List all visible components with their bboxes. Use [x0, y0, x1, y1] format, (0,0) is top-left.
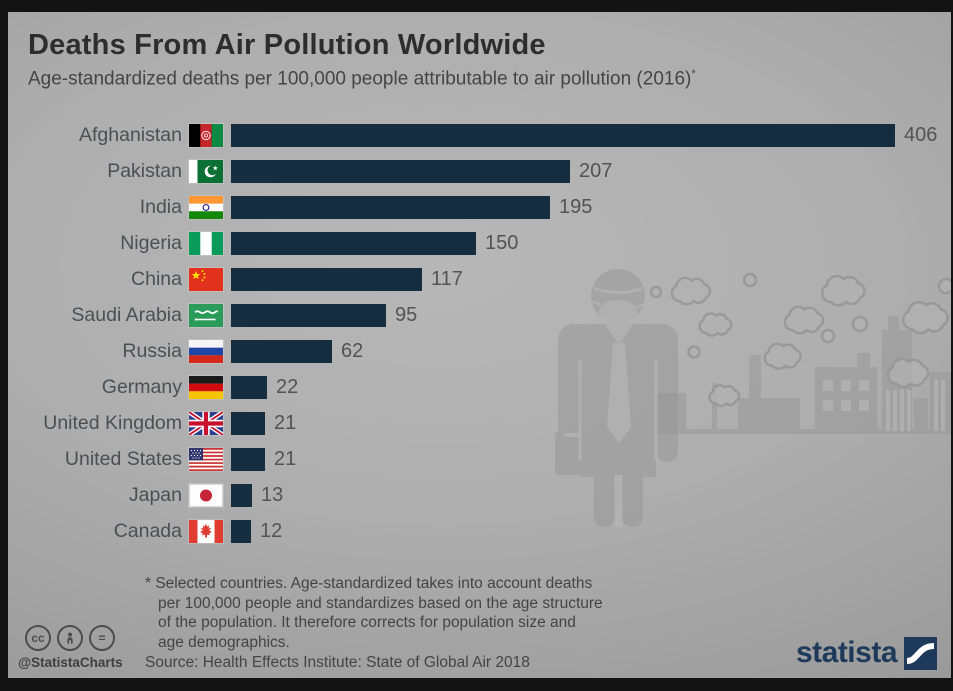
- bar: [231, 520, 251, 543]
- bar: [231, 412, 265, 435]
- footnote: * Selected countries. Age-standardized t…: [145, 574, 603, 652]
- bar-row: Saudi Arabia 95: [8, 304, 951, 327]
- bar: [231, 160, 570, 183]
- country-label: Russia: [122, 340, 182, 362]
- afghanistan-flag-icon: [189, 124, 223, 147]
- bar-row: India 195: [8, 196, 951, 219]
- bar-row: United States 21: [8, 448, 951, 471]
- bar: [231, 376, 267, 399]
- country-label: Pakistan: [107, 160, 182, 182]
- country-label: United Kingdom: [43, 412, 182, 434]
- bar-row: Germany 22: [8, 376, 951, 399]
- chart-title: Deaths From Air Pollution Worldwide: [28, 29, 546, 61]
- value-label: 22: [276, 376, 299, 398]
- value-label: 406: [904, 124, 938, 146]
- bar: [231, 232, 476, 255]
- country-label: Canada: [113, 520, 182, 542]
- canada-flag-icon: [189, 520, 223, 543]
- equals-icon: =: [89, 625, 115, 651]
- bar-row: Afghanistan 406: [8, 124, 951, 147]
- nigeria-flag-icon: [189, 232, 223, 255]
- saudi-arabia-flag-icon: [189, 304, 223, 327]
- bar-row: Canada 12: [8, 520, 951, 543]
- bar: [231, 124, 895, 147]
- bar-row: Japan 13: [8, 484, 951, 507]
- statista-charts-handle: @StatistaCharts: [18, 655, 123, 670]
- bar: [231, 304, 386, 327]
- country-label: Germany: [101, 376, 182, 398]
- value-label: 12: [260, 520, 283, 542]
- value-label: 207: [579, 160, 613, 182]
- value-label: 195: [559, 196, 593, 218]
- license-credits: cc = @StatistaCharts: [18, 625, 138, 670]
- china-flag-icon: [189, 268, 223, 291]
- bar-row: United Kingdom 21: [8, 412, 951, 435]
- value-label: 150: [485, 232, 519, 254]
- country-label: Afghanistan: [79, 124, 182, 146]
- value-label: 95: [395, 304, 418, 326]
- united-states-flag-icon: [189, 448, 223, 471]
- united-kingdom-flag-icon: [189, 412, 223, 435]
- bar-row: Pakistan 207: [8, 160, 951, 183]
- value-label: 62: [341, 340, 364, 362]
- country-label: Japan: [128, 484, 182, 506]
- india-flag-icon: [189, 196, 223, 219]
- bar: [231, 196, 550, 219]
- bar: [231, 484, 252, 507]
- value-label: 21: [274, 412, 297, 434]
- country-label: Saudi Arabia: [71, 304, 182, 326]
- footnote-line: per 100,000 people and standardizes base…: [158, 594, 603, 612]
- germany-flag-icon: [189, 376, 223, 399]
- footnote-line: age demographics.: [158, 633, 290, 651]
- cc-icon: cc: [25, 625, 51, 651]
- japan-flag-icon: [189, 484, 223, 507]
- bar-row: Russia 62: [8, 340, 951, 363]
- bar: [231, 340, 332, 363]
- country-label: China: [131, 268, 182, 290]
- pakistan-flag-icon: [189, 160, 223, 183]
- source-line: Source: Health Effects Institute: State …: [145, 654, 530, 671]
- footnote-line: * Selected countries. Age-standardized t…: [145, 575, 593, 592]
- statista-wordmark: statista: [795, 636, 898, 669]
- bar-row: China 117: [8, 268, 951, 291]
- attribution-person-icon: [57, 625, 83, 651]
- value-label: 13: [261, 484, 284, 506]
- footnote-marker: *: [691, 68, 696, 80]
- country-label: United States: [64, 448, 182, 470]
- bar-row: Nigeria 150: [8, 232, 951, 255]
- country-label: India: [139, 196, 182, 218]
- chart-subtitle: Age-standardized deaths per 100,000 peop…: [28, 68, 696, 90]
- bar: [231, 448, 265, 471]
- statista-logo-icon: [904, 636, 937, 670]
- value-label: 21: [274, 448, 297, 470]
- statista-logo: statista: [796, 636, 937, 670]
- value-label: 117: [431, 268, 463, 290]
- infographic-canvas: Deaths From Air Pollution Worldwide Age-…: [8, 12, 951, 678]
- footnote-line: of the population. It therefore corrects…: [158, 614, 576, 631]
- bar-chart: Afghanistan 406 Pakistan 207 India 195 N…: [8, 12, 951, 678]
- bar: [231, 268, 422, 291]
- country-label: Nigeria: [120, 232, 182, 254]
- creative-commons-icons: cc =: [18, 625, 138, 651]
- russia-flag-icon: [189, 340, 223, 363]
- subtitle-text: Age-standardized deaths per 100,000 peop…: [28, 68, 692, 90]
